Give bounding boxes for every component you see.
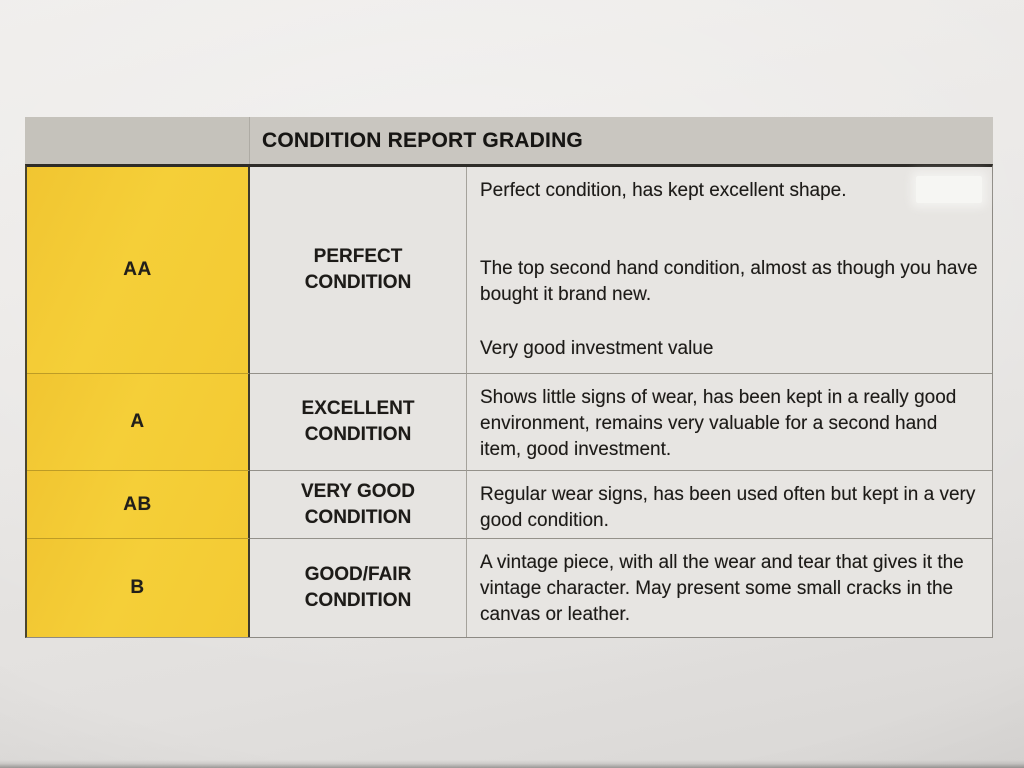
- description-paragraph: Very good investment value: [480, 337, 714, 359]
- grade-cell: B: [27, 538, 250, 637]
- condition-label: VERY GOOD CONDITION: [300, 480, 416, 528]
- table-row-ab: AB VERY GOOD CONDITION Regular wear sign…: [27, 470, 992, 538]
- condition-cell: EXCELLENT CONDITION: [250, 373, 467, 470]
- description-cell: A vintage piece, with all the wear and t…: [467, 538, 992, 637]
- description-paragraph: Regular wear signs, has been used often …: [480, 484, 976, 532]
- grade-cell: A: [27, 373, 250, 470]
- description-paragraph: Shows little signs of wear, has been kep…: [480, 387, 957, 461]
- grade-cell: AA: [27, 167, 250, 373]
- condition-cell: GOOD/FAIR CONDITION: [250, 538, 467, 637]
- condition-label: GOOD/FAIR CONDITION: [304, 564, 412, 611]
- description-paragraph: A vintage piece, with all the wear and t…: [480, 552, 964, 626]
- grade-label: B: [130, 577, 145, 598]
- grade-label: AB: [123, 493, 152, 515]
- condition-cell: PERFECT CONDITION: [250, 167, 467, 373]
- description-paragraph: Perfect condition, has kept excellent sh…: [480, 180, 847, 201]
- table-header-band: CONDITION REPORT GRADING: [25, 117, 993, 164]
- correction-fluid-patch: [916, 176, 982, 203]
- table-body: AA PERFECT CONDITION Perfect condition, …: [25, 164, 993, 638]
- table-row-b: B GOOD/FAIR CONDITION A vintage piece, w…: [27, 538, 992, 637]
- paper-bottom-edge: [0, 760, 1024, 768]
- description-cell: Perfect condition, has kept excellent sh…: [467, 167, 992, 373]
- description-cell: Regular wear signs, has been used often …: [467, 470, 992, 538]
- description-cell: Shows little signs of wear, has been kep…: [467, 373, 992, 470]
- condition-cell: VERY GOOD CONDITION: [250, 470, 467, 538]
- grade-label: A: [130, 411, 145, 432]
- table-row-a: A EXCELLENT CONDITION Shows little signs…: [27, 373, 992, 470]
- description-paragraph: The top second hand condition, almost as…: [480, 258, 978, 306]
- header-title-cell: CONDITION REPORT GRADING: [250, 117, 993, 164]
- grade-cell: AB: [27, 470, 250, 538]
- header-empty-cell: [25, 117, 250, 164]
- condition-grading-table: CONDITION REPORT GRADING AA PERFECT COND…: [25, 117, 993, 638]
- condition-label: PERFECT CONDITION: [304, 246, 412, 293]
- table-title: CONDITION REPORT GRADING: [262, 128, 583, 152]
- grade-label: AA: [123, 259, 152, 280]
- condition-label: EXCELLENT CONDITION: [301, 398, 415, 445]
- table-row-aa: AA PERFECT CONDITION Perfect condition, …: [27, 167, 992, 373]
